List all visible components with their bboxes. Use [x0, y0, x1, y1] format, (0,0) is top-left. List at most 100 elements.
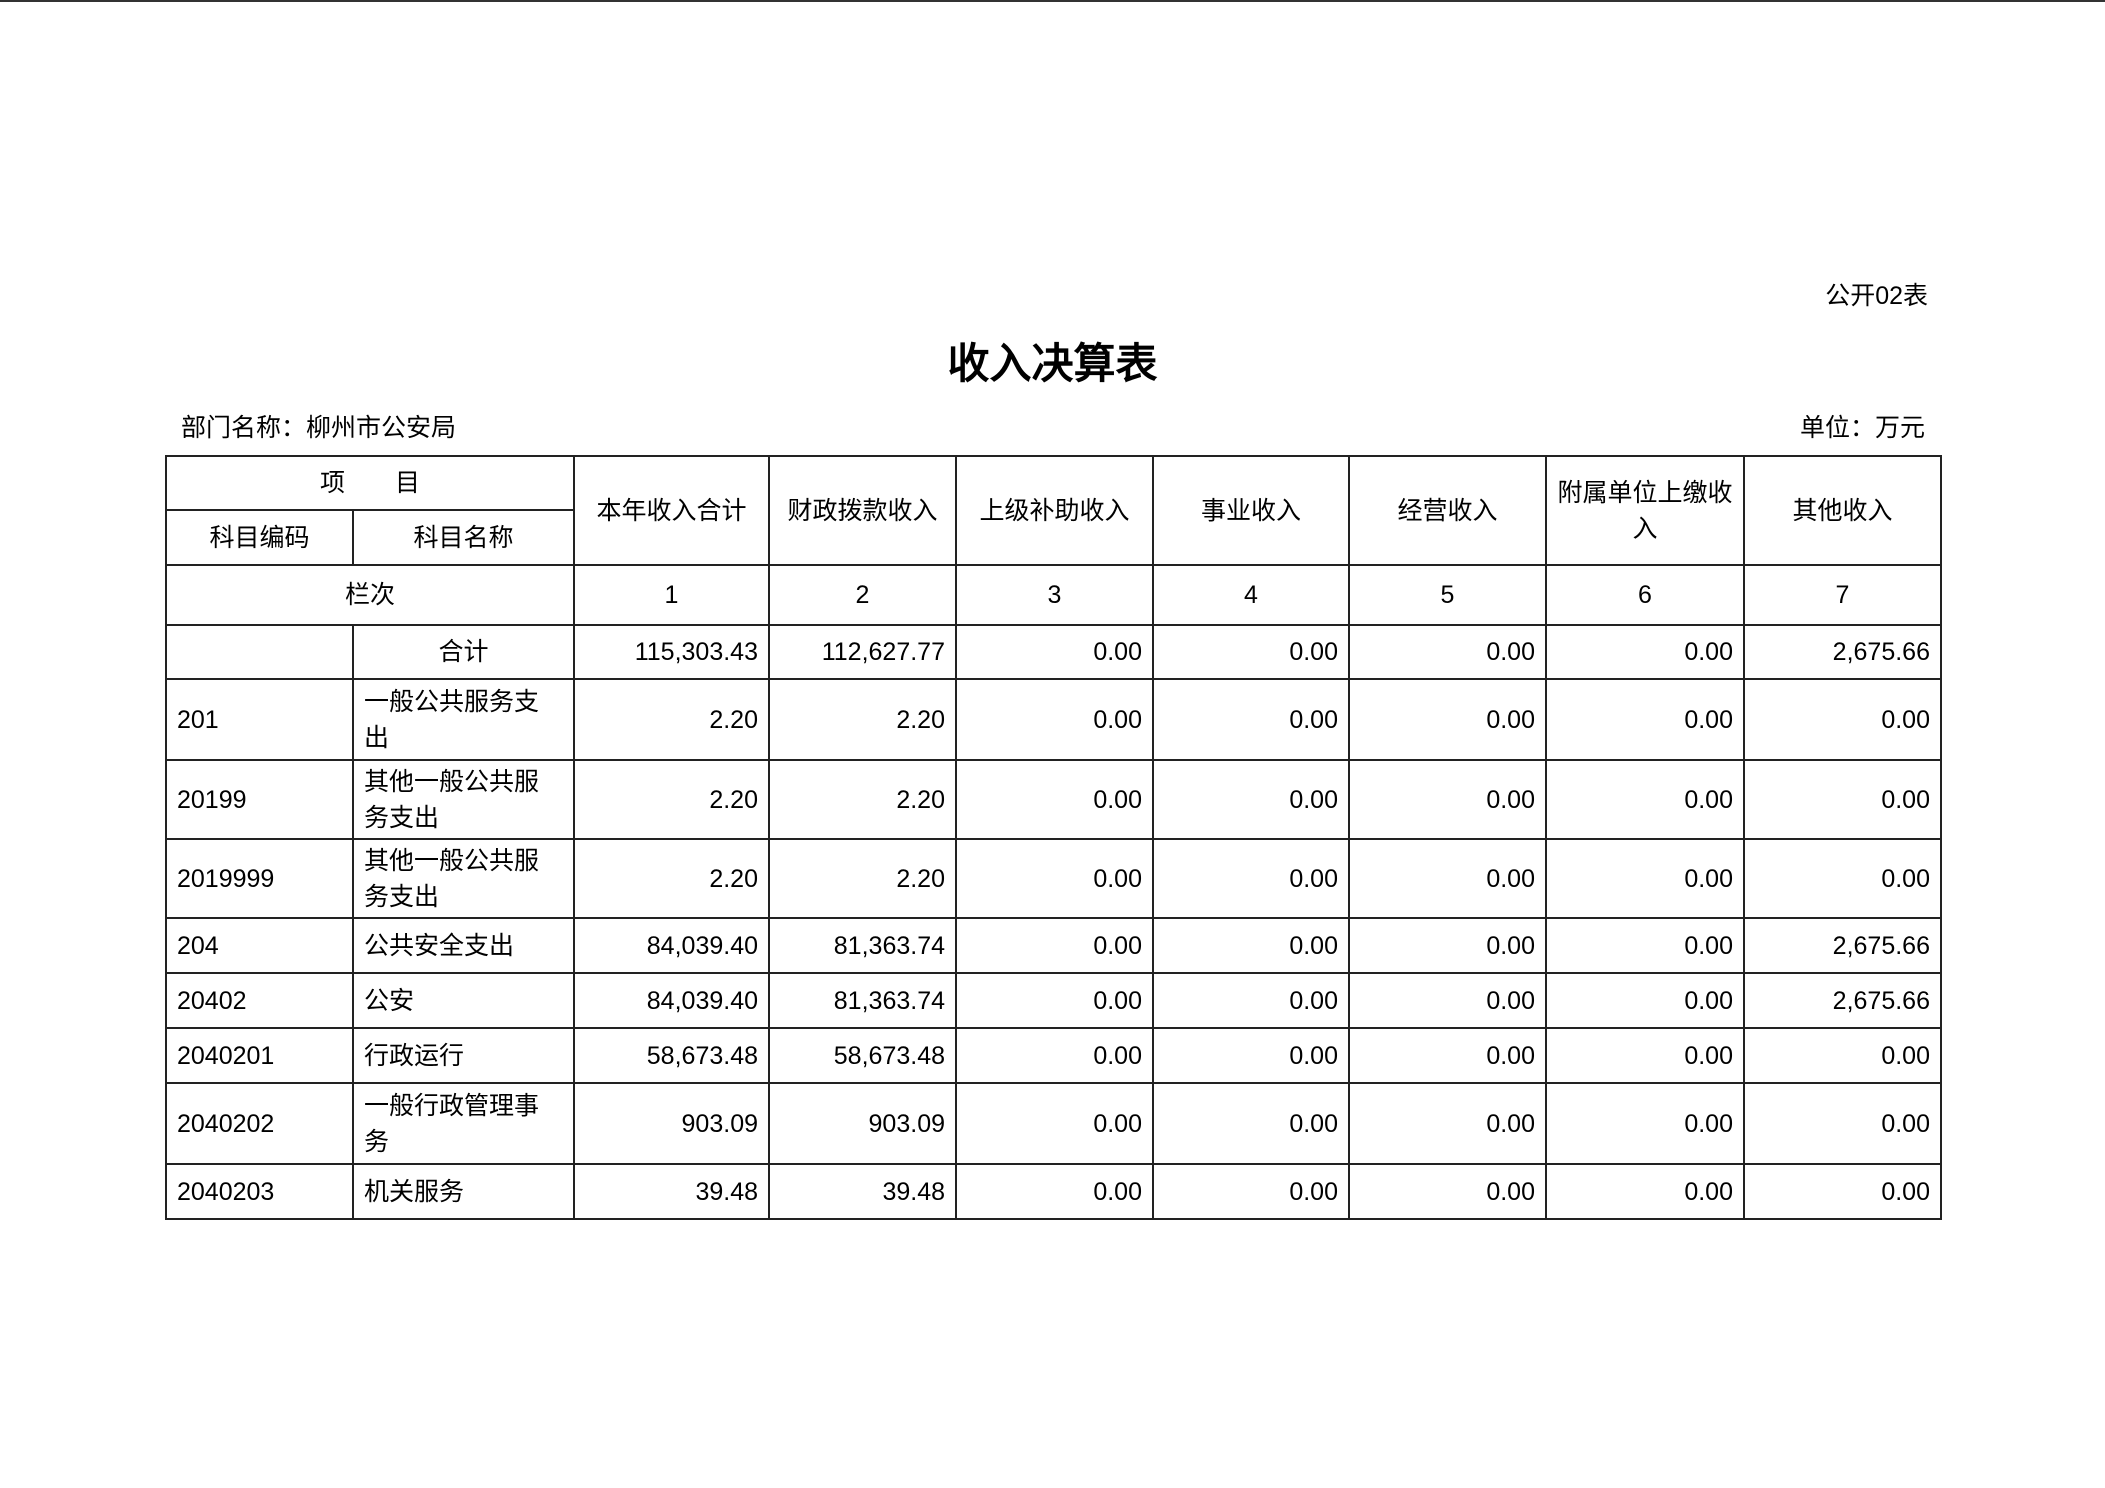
value-cell: 115,303.43 [573, 624, 770, 680]
value-cell: 0.00 [1743, 678, 1942, 761]
value-cell: 0.00 [1348, 972, 1547, 1029]
value-cell: 2,675.66 [1743, 917, 1942, 974]
subject-code: 20199 [165, 759, 354, 840]
value-cell: 0.00 [1348, 838, 1547, 919]
value-cell: 0.00 [1545, 917, 1745, 974]
value-cell: 0.00 [1348, 678, 1547, 761]
page-title: 收入决算表 [947, 340, 1158, 387]
value-cell: 2.20 [768, 678, 957, 761]
header-col-1: 本年收入合计 [573, 455, 770, 566]
value-cell: 0.00 [955, 759, 1154, 840]
value-cell: 0.00 [1348, 1027, 1547, 1084]
col-number: 7 [1743, 564, 1942, 626]
value-cell: 0.00 [1743, 759, 1942, 840]
subject-name: 行政运行 [352, 1027, 575, 1084]
value-cell: 2.20 [768, 838, 957, 919]
value-cell: 0.00 [1545, 838, 1745, 919]
value-cell: 0.00 [1348, 1163, 1547, 1220]
value-cell: 84,039.40 [573, 917, 770, 974]
subject-name: 公共安全支出 [352, 917, 575, 974]
header-col-6: 附属单位上缴收入 [1545, 455, 1745, 566]
subject-code: 2040201 [165, 1027, 354, 1084]
value-cell: 0.00 [1348, 1082, 1547, 1165]
header-name: 科目名称 [352, 509, 575, 566]
table-row: 201 一般公共服务支出 2.20 2.20 0.00 0.00 0.00 0.00 0.00 [165, 678, 1942, 761]
value-cell: 0.00 [1545, 624, 1745, 680]
subject-name: 其他一般公共服务支出 [352, 838, 575, 919]
value-cell: 0.00 [1743, 1082, 1942, 1165]
value-cell: 2.20 [573, 759, 770, 840]
value-cell: 903.09 [768, 1082, 957, 1165]
subject-code: 201 [165, 678, 354, 761]
value-cell: 0.00 [1545, 1082, 1745, 1165]
col-number: 3 [955, 564, 1154, 626]
subject-code: 2040203 [165, 1163, 354, 1220]
table-row: 2040202 一般行政管理事务 903.09 903.09 0.00 0.00 0.00 0… [165, 1082, 1942, 1165]
header-col-4: 事业收入 [1152, 455, 1350, 566]
subject-code: 2019999 [165, 838, 354, 919]
form-number: 公开02表 [1825, 282, 1928, 310]
income-table: 项 目 本年收入合计 财政拨款收入 上级补助收入 事业收入 经营收入 附属单位上… [165, 455, 1942, 1220]
value-cell: 0.00 [955, 1163, 1154, 1220]
subject-name: 机关服务 [352, 1163, 575, 1220]
col-number: 4 [1152, 564, 1350, 626]
top-border-line [0, 0, 2105, 2]
value-cell: 903.09 [573, 1082, 770, 1165]
value-cell: 0.00 [955, 1082, 1154, 1165]
table-row: 2019999 其他一般公共服务支出 2.20 2.20 0.00 0.00 0.00 0.0… [165, 838, 1942, 919]
value-cell: 0.00 [955, 917, 1154, 974]
table-row: 20402 公安 84,039.40 81,363.74 0.00 0.00 0.00 0.0… [165, 972, 1942, 1029]
value-cell: 0.00 [1152, 678, 1350, 761]
value-cell: 0.00 [1545, 1027, 1745, 1084]
subject-name: 合计 [352, 624, 575, 680]
value-cell: 0.00 [1545, 972, 1745, 1029]
value-cell: 84,039.40 [573, 972, 770, 1029]
col-number: 1 [573, 564, 770, 626]
value-cell: 0.00 [955, 678, 1154, 761]
header-item: 项 目 [165, 455, 575, 511]
col-number: 5 [1348, 564, 1547, 626]
value-cell: 0.00 [1152, 1163, 1350, 1220]
value-cell: 112,627.77 [768, 624, 957, 680]
value-cell: 0.00 [955, 838, 1154, 919]
value-cell: 0.00 [1545, 678, 1745, 761]
value-cell: 81,363.74 [768, 972, 957, 1029]
subject-name: 其他一般公共服务支出 [352, 759, 575, 840]
subject-code: 20402 [165, 972, 354, 1029]
value-cell: 0.00 [955, 972, 1154, 1029]
value-cell: 0.00 [955, 1027, 1154, 1084]
value-cell: 0.00 [1545, 1163, 1745, 1220]
table-row: 合计 115,303.43 112,627.77 0.00 0.00 0.00 0.00 2,… [165, 624, 1942, 680]
value-cell: 0.00 [1348, 917, 1547, 974]
value-cell: 0.00 [955, 624, 1154, 680]
value-cell: 58,673.48 [573, 1027, 770, 1084]
value-cell: 58,673.48 [768, 1027, 957, 1084]
unit-label: 单位：万元 [1799, 414, 1925, 442]
table-row: 204 公共安全支出 84,039.40 81,363.74 0.00 0.00 0.00 0… [165, 917, 1942, 974]
value-cell: 0.00 [1152, 917, 1350, 974]
value-cell: 2.20 [768, 759, 957, 840]
subject-name: 一般公共服务支出 [352, 678, 575, 761]
subject-name: 公安 [352, 972, 575, 1029]
value-cell: 39.48 [573, 1163, 770, 1220]
value-cell: 0.00 [1152, 972, 1350, 1029]
value-cell: 0.00 [1348, 759, 1547, 840]
value-cell: 2.20 [573, 838, 770, 919]
header-col-5: 经营收入 [1348, 455, 1547, 566]
value-cell: 0.00 [1152, 624, 1350, 680]
header-code: 科目编码 [165, 509, 354, 566]
header-col-7: 其他收入 [1743, 455, 1942, 566]
value-cell: 0.00 [1743, 1163, 1942, 1220]
subject-code: 2040202 [165, 1082, 354, 1165]
table-row: 2040203 机关服务 39.48 39.48 0.00 0.00 0.00 0.00 0.0… [165, 1163, 1942, 1220]
value-cell: 0.00 [1743, 1027, 1942, 1084]
col-number: 6 [1545, 564, 1745, 626]
value-cell: 0.00 [1348, 624, 1547, 680]
header-col-2: 财政拨款收入 [768, 455, 957, 566]
value-cell: 81,363.74 [768, 917, 957, 974]
value-cell: 0.00 [1152, 1027, 1350, 1084]
value-cell: 0.00 [1545, 759, 1745, 840]
value-cell: 0.00 [1152, 759, 1350, 840]
department-name: 部门名称：柳州市公安局 [181, 414, 457, 442]
table-row: 2040201 行政运行 58,673.48 58,673.48 0.00 0.00 0.0… [165, 1027, 1942, 1084]
